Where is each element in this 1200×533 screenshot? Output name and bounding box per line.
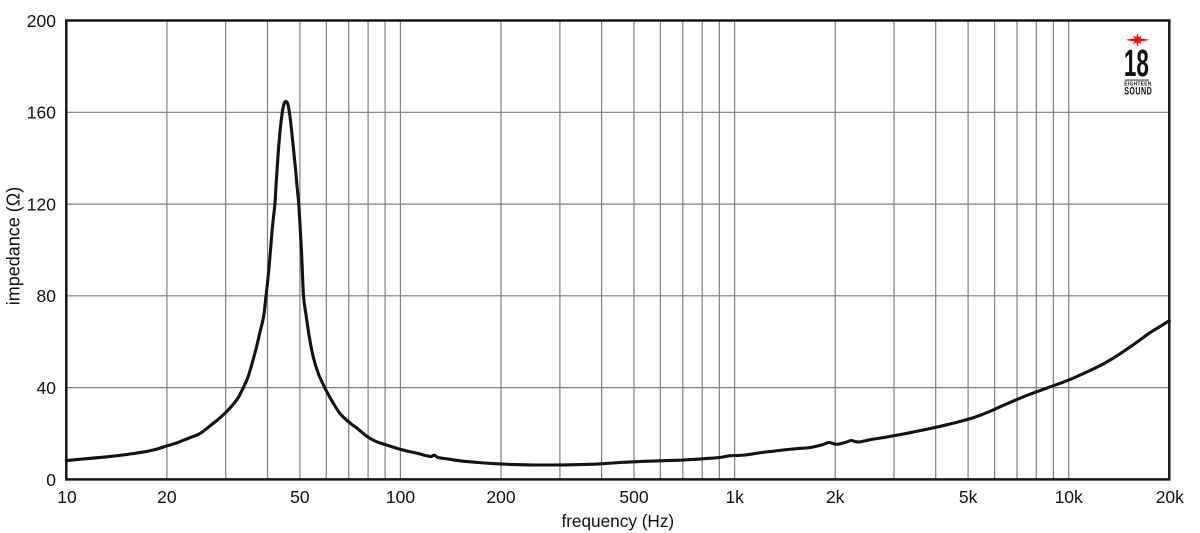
svg-text:100: 100 — [386, 487, 415, 507]
svg-text:10k: 10k — [1055, 487, 1083, 507]
svg-text:200: 200 — [27, 11, 56, 31]
svg-text:EIGHTEEN: EIGHTEEN — [1124, 81, 1151, 87]
svg-text:10: 10 — [57, 487, 77, 507]
svg-text:200: 200 — [486, 487, 515, 507]
svg-text:160: 160 — [27, 103, 56, 123]
svg-text:1k: 1k — [725, 487, 744, 507]
svg-text:impedance (Ω): impedance (Ω) — [3, 187, 23, 306]
svg-text:2k: 2k — [826, 487, 845, 507]
svg-text:120: 120 — [27, 195, 56, 215]
svg-text:50: 50 — [290, 487, 310, 507]
svg-text:500: 500 — [619, 487, 648, 507]
svg-text:40: 40 — [37, 378, 57, 398]
svg-text:20: 20 — [157, 487, 177, 507]
svg-text:frequency (Hz): frequency (Hz) — [561, 511, 674, 531]
svg-text:18: 18 — [1124, 42, 1149, 85]
svg-text:SOUND: SOUND — [1124, 85, 1152, 97]
svg-text:5k: 5k — [959, 487, 978, 507]
svg-text:20k: 20k — [1156, 487, 1184, 507]
svg-text:0: 0 — [46, 470, 56, 490]
svg-text:80: 80 — [37, 286, 57, 306]
